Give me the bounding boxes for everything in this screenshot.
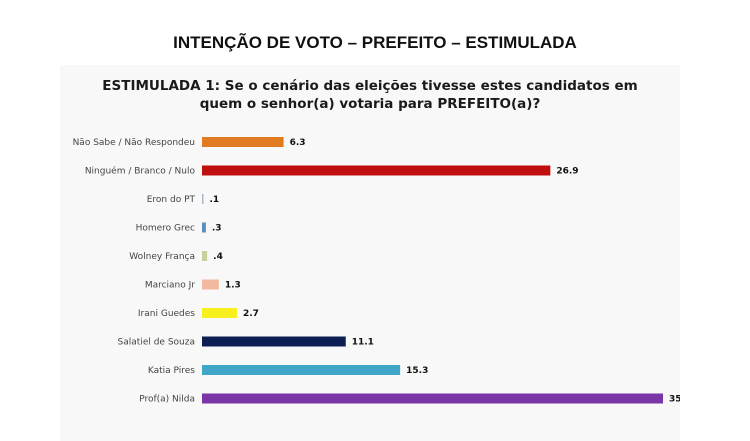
data-label: 26.9 bbox=[556, 167, 578, 177]
category-label: Wolney França bbox=[129, 252, 195, 262]
category-label: Não Sabe / Não Respondeu bbox=[73, 138, 195, 148]
data-label: .3 bbox=[212, 224, 222, 234]
bar bbox=[202, 393, 664, 404]
data-label: 11.1 bbox=[352, 338, 374, 348]
bar bbox=[202, 137, 284, 147]
bar bbox=[202, 222, 206, 233]
bar bbox=[202, 194, 204, 204]
category-label: Marciano Jr bbox=[145, 281, 195, 291]
category-label: Katia Pires bbox=[148, 366, 195, 376]
bar bbox=[202, 365, 401, 375]
chart-title-line-2: quem o senhor(a) votaria para PREFEITO(a… bbox=[200, 96, 541, 112]
bar bbox=[202, 165, 551, 176]
category-label: Irani Guedes bbox=[138, 309, 195, 319]
data-label: 2.7 bbox=[243, 309, 259, 319]
bar bbox=[202, 336, 346, 347]
data-label: 1.3 bbox=[225, 281, 241, 291]
bars-layer: Não Sabe / Não Respondeu 6.3 Ninguém / Bra… bbox=[73, 137, 680, 405]
data-label: .1 bbox=[210, 195, 220, 205]
bar bbox=[202, 251, 208, 261]
page-title: INTENÇÃO DE VOTO – PREFEITO – ESTIMULADA bbox=[173, 33, 577, 52]
bar bbox=[202, 308, 237, 318]
category-label: Ninguém / Branco / Nulo bbox=[85, 166, 196, 177]
data-label: 35.6 bbox=[669, 395, 680, 405]
data-label: 15.3 bbox=[406, 366, 428, 376]
category-label: Homero Grec bbox=[136, 224, 195, 234]
category-label: Prof(a) Nilda bbox=[139, 395, 195, 405]
bar-chart: ESTIMULADA 1: Se o cenário das eleições … bbox=[73, 78, 680, 405]
chart-panel: ESTIMULADA 1: Se o cenário das eleições … bbox=[60, 65, 680, 441]
category-label: Salatiel de Souza bbox=[118, 338, 195, 348]
data-label: .4 bbox=[213, 252, 223, 262]
chart-title-line-1: ESTIMULADA 1: Se o cenário das eleições … bbox=[102, 78, 637, 94]
category-label: Eron do PT bbox=[147, 195, 196, 205]
data-label: 6.3 bbox=[290, 138, 306, 148]
bar bbox=[202, 279, 219, 290]
